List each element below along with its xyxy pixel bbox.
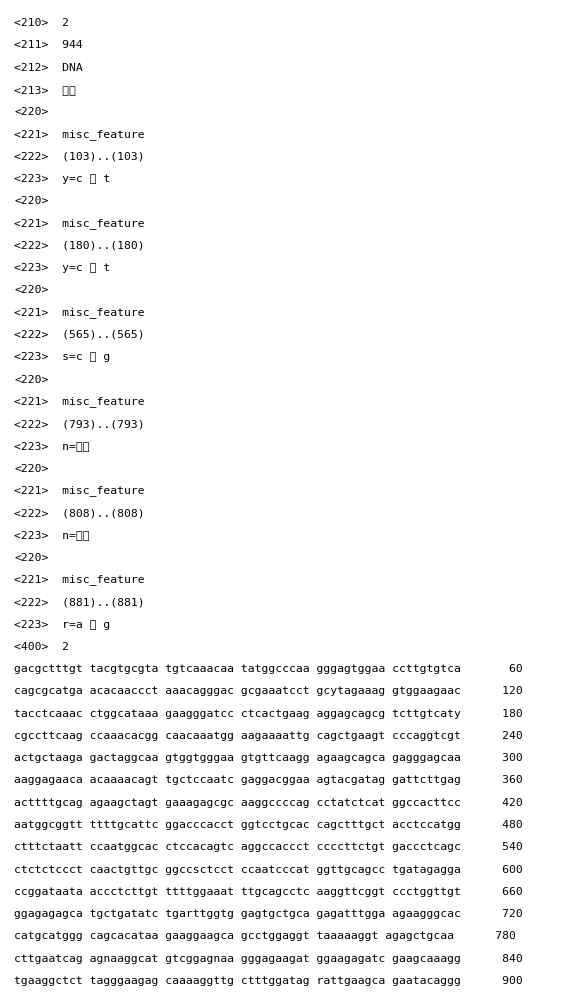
Text: <222>  (180)..(180): <222> (180)..(180) <box>14 241 145 251</box>
Text: actgctaaga gactaggcaa gtggtgggaa gtgttcaagg agaagcagca gagggagcaa      300: actgctaaga gactaggcaa gtggtgggaa gtgttca… <box>14 753 523 763</box>
Text: ctttctaatt ccaatggcac ctccacagtc aggccaccct ccccttctgt gaccctcagc      540: ctttctaatt ccaatggcac ctccacagtc aggccac… <box>14 842 523 852</box>
Text: <221>  misc_feature: <221> misc_feature <box>14 575 145 585</box>
Text: <223>  s=c 或 g: <223> s=c 或 g <box>14 352 110 362</box>
Text: <222>  (103)..(103): <222> (103)..(103) <box>14 152 145 162</box>
Text: <223>  r=a 或 g: <223> r=a 或 g <box>14 620 110 630</box>
Text: <223>  n=缺失: <223> n=缺失 <box>14 530 90 540</box>
Text: <220>: <220> <box>14 375 49 385</box>
Text: <220>: <220> <box>14 196 49 206</box>
Text: <222>  (881)..(881): <222> (881)..(881) <box>14 597 145 607</box>
Text: aaggagaaca acaaaacagt tgctccaatc gaggacggaa agtacgatag gattcttgag      360: aaggagaaca acaaaacagt tgctccaatc gaggacg… <box>14 775 523 785</box>
Text: <221>  misc_feature: <221> misc_feature <box>14 218 145 229</box>
Text: <211>  944: <211> 944 <box>14 40 83 50</box>
Text: <223>  y=c 或 t: <223> y=c 或 t <box>14 174 110 184</box>
Text: ggagagagca tgctgatatc tgarttggtg gagtgctgca gagatttgga agaagggcac      720: ggagagagca tgctgatatc tgarttggtg gagtgct… <box>14 909 523 919</box>
Text: <220>: <220> <box>14 553 49 563</box>
Text: <220>: <220> <box>14 285 49 295</box>
Text: <221>  misc_feature: <221> misc_feature <box>14 396 145 407</box>
Text: <213>  板栗: <213> 板栗 <box>14 85 76 95</box>
Text: <223>  n=缺失: <223> n=缺失 <box>14 441 90 451</box>
Text: acttttgcag agaagctagt gaaagagcgc aaggccccag cctatctcat ggccacttcc      420: acttttgcag agaagctagt gaaagagcgc aaggccc… <box>14 798 523 808</box>
Text: <221>  misc_feature: <221> misc_feature <box>14 307 145 318</box>
Text: <222>  (565)..(565): <222> (565)..(565) <box>14 330 145 340</box>
Text: <210>  2: <210> 2 <box>14 18 69 28</box>
Text: <222>  (808)..(808): <222> (808)..(808) <box>14 508 145 518</box>
Text: cttgaatcag agnaaggcat gtcggagnaa gggagaagat ggaagagatc gaagcaaagg      840: cttgaatcag agnaaggcat gtcggagnaa gggagaa… <box>14 954 523 964</box>
Text: <220>: <220> <box>14 107 49 117</box>
Text: aatggcggtt ttttgcattc ggacccacct ggtcctgcac cagctttgct acctccatgg      480: aatggcggtt ttttgcattc ggacccacct ggtcctg… <box>14 820 523 830</box>
Text: <220>: <220> <box>14 464 49 474</box>
Text: ctctctccct caactgttgc ggccsctcct ccaatcccat ggttgcagcc tgatagagga      600: ctctctccct caactgttgc ggccsctcct ccaatcc… <box>14 864 523 874</box>
Text: <221>  misc_feature: <221> misc_feature <box>14 129 145 140</box>
Text: <223>  y=c 或 t: <223> y=c 或 t <box>14 263 110 273</box>
Text: <400>  2: <400> 2 <box>14 642 69 652</box>
Text: <221>  misc_feature: <221> misc_feature <box>14 485 145 496</box>
Text: gacgctttgt tacgtgcgta tgtcaaacaa tatggcccaa gggagtggaa ccttgtgtca       60: gacgctttgt tacgtgcgta tgtcaaacaa tatggcc… <box>14 664 523 674</box>
Text: tgaaggctct tagggaagag caaaaggttg ctttggatag rattgaagca gaatacaggg      900: tgaaggctct tagggaagag caaaaggttg ctttgga… <box>14 976 523 986</box>
Text: cgccttcaag ccaaacacgg caacaaatgg aagaaaattg cagctgaagt cccaggtcgt      240: cgccttcaag ccaaacacgg caacaaatgg aagaaaa… <box>14 731 523 741</box>
Text: <222>  (793)..(793): <222> (793)..(793) <box>14 419 145 429</box>
Text: ccggataata accctcttgt ttttggaaat ttgcagcctc aaggttcggt ccctggttgt      660: ccggataata accctcttgt ttttggaaat ttgcagc… <box>14 887 523 897</box>
Text: cagcgcatga acacaaccct aaacagggac gcgaaatcct gcytagaaag gtggaagaac      120: cagcgcatga acacaaccct aaacagggac gcgaaat… <box>14 686 523 696</box>
Text: tacctcaaac ctggcataaa gaagggatcc ctcactgaag aggagcagcg tcttgtcaty      180: tacctcaaac ctggcataaa gaagggatcc ctcactg… <box>14 709 523 719</box>
Text: <212>  DNA: <212> DNA <box>14 63 83 73</box>
Text: catgcatggg cagcacataa gaaggaagca gcctggaggt taaaaaggt agagctgcaa      780: catgcatggg cagcacataa gaaggaagca gcctgga… <box>14 931 516 941</box>
